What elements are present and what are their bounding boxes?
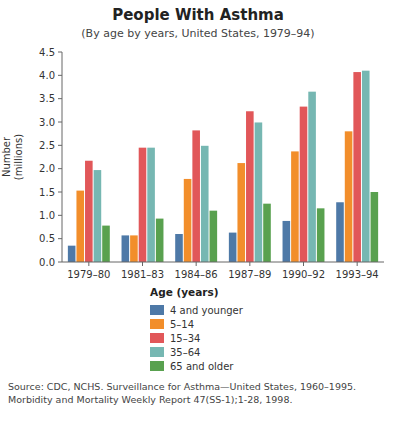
- x-tick: [357, 262, 358, 266]
- bar: [147, 148, 155, 262]
- legend-swatch: [150, 361, 164, 371]
- bar: [85, 161, 93, 262]
- bar: [68, 246, 76, 262]
- legend-entry: 65 and older: [170, 361, 234, 372]
- bar: [76, 191, 84, 262]
- source-line: Source: CDC, NCHS. Surveillance for Asth…: [8, 381, 356, 392]
- legend-swatch: [150, 347, 164, 357]
- bar: [371, 192, 379, 262]
- x-tick-label: 1993–94: [336, 269, 379, 280]
- legend-swatch: [150, 333, 164, 343]
- bar: [139, 148, 147, 262]
- x-tick-label: 1979–80: [67, 269, 110, 280]
- bar: [291, 151, 299, 262]
- y-axis-label-line: Number: [1, 136, 12, 177]
- bar: [283, 221, 291, 262]
- x-tick: [303, 262, 304, 266]
- y-tick-label: 1.0: [39, 210, 55, 221]
- y-tick: [58, 98, 62, 99]
- source: Source: CDC, NCHS. Surveillance for Asth…: [8, 381, 356, 405]
- bar: [255, 122, 263, 262]
- title: People With Asthma: [112, 6, 284, 24]
- bar: [317, 208, 325, 262]
- bar: [237, 163, 245, 262]
- source-line: Morbidity and Mortality Weekly Report 47…: [8, 394, 292, 405]
- y-tick: [58, 192, 62, 193]
- y-tick: [58, 168, 62, 169]
- x-axis: [62, 262, 384, 263]
- legend-swatch: [150, 319, 164, 329]
- y-tick-label: 4.0: [39, 70, 55, 81]
- bar: [345, 131, 353, 262]
- bar: [263, 204, 271, 262]
- legend-title: Age (years): [150, 286, 219, 298]
- bar: [184, 179, 192, 262]
- y-tick-label: 1.5: [39, 187, 55, 198]
- x-tick: [88, 262, 89, 266]
- y-tick-label: 2.0: [39, 163, 55, 174]
- bars: [68, 71, 378, 262]
- x-tick: [142, 262, 143, 266]
- y-tick-label: 0.5: [39, 233, 55, 244]
- chart: People With Asthma (By age by years, Unit…: [0, 0, 396, 443]
- x-tick-label: 1984–86: [175, 269, 218, 280]
- bar: [156, 219, 164, 262]
- subtitle: (By age by years, United States, 1979–94…: [81, 27, 314, 40]
- x-tick-label: 1987–89: [228, 269, 271, 280]
- y-axis-label: Number(millions): [1, 134, 24, 180]
- legend-entry: 35–64: [170, 347, 200, 358]
- y-tick-label: 4.5: [39, 47, 55, 58]
- x-tick: [196, 262, 197, 266]
- y-tick: [58, 215, 62, 216]
- y-tick-label: 3.5: [39, 93, 55, 104]
- bar: [122, 235, 130, 262]
- y-tick-label: 2.5: [39, 140, 55, 151]
- bar: [336, 202, 344, 262]
- y-tick: [58, 238, 62, 239]
- bar: [94, 170, 102, 262]
- bar: [210, 211, 218, 262]
- legend-swatch: [150, 305, 164, 315]
- bar: [175, 234, 183, 262]
- y-tick: [58, 52, 62, 53]
- bar: [201, 146, 209, 262]
- y-tick-label: 3.0: [39, 117, 55, 128]
- bar: [362, 71, 370, 262]
- y-tick-label: 0.0: [39, 257, 55, 268]
- y-axis: [62, 52, 63, 262]
- bar: [300, 107, 308, 262]
- bar: [192, 130, 200, 262]
- y-axis-label-line: (millions): [13, 134, 24, 180]
- x-tick-label: 1990–92: [282, 269, 325, 280]
- y-tick: [58, 145, 62, 146]
- legend-entry: 5–14: [170, 319, 194, 330]
- bar: [130, 235, 138, 262]
- x-tick: [249, 262, 250, 266]
- x-tick-label: 1981–83: [121, 269, 164, 280]
- bar: [246, 111, 254, 262]
- bar: [308, 92, 316, 262]
- bar: [353, 72, 361, 262]
- bar: [229, 233, 237, 262]
- y-tick: [58, 75, 62, 76]
- y-tick: [58, 262, 62, 263]
- legend-entry: 4 and younger: [170, 305, 244, 316]
- y-tick: [58, 122, 62, 123]
- legend-entry: 15–34: [170, 333, 200, 344]
- bar: [102, 226, 110, 262]
- background: [0, 0, 396, 443]
